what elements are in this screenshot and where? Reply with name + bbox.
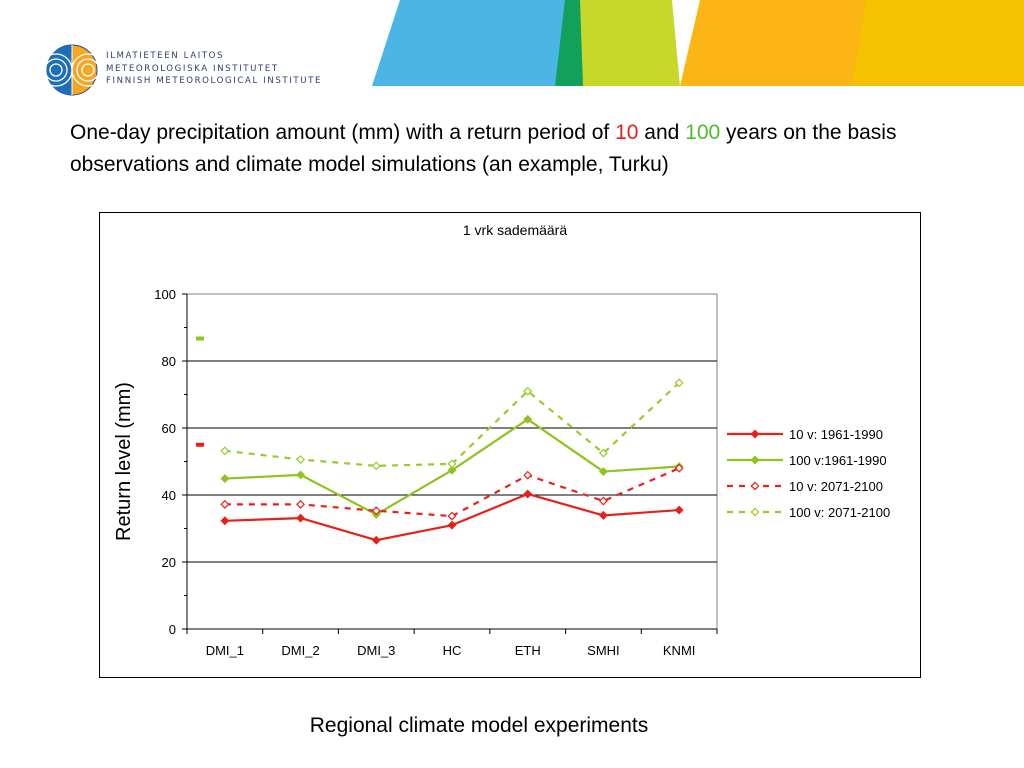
fmi-globe-logo-icon bbox=[46, 44, 98, 96]
title-text-2: and bbox=[638, 121, 686, 144]
x-tick-label: SMHI bbox=[587, 643, 620, 658]
orange-stripe bbox=[852, 0, 1024, 86]
series-1-point bbox=[296, 513, 306, 523]
x-tick-label: ETH bbox=[515, 643, 541, 658]
series-3-point bbox=[371, 506, 381, 516]
series-4-point bbox=[371, 461, 381, 471]
dark-green-stripe bbox=[555, 0, 583, 86]
legend-label-3: 10 v: 2071-2100 bbox=[789, 479, 883, 494]
x-tick-label: DMI_1 bbox=[206, 643, 244, 658]
y-tick-label: 20 bbox=[162, 555, 176, 570]
series-1-point bbox=[447, 520, 457, 530]
series-1-point bbox=[523, 489, 533, 499]
title-text-3: years on the basis observations and clim… bbox=[70, 121, 897, 176]
lime-stripe bbox=[560, 0, 680, 86]
series-2-point bbox=[447, 465, 457, 475]
chart-title: 1 vrk sademäärä bbox=[463, 222, 567, 238]
x-tick-label: DMI_2 bbox=[281, 643, 319, 658]
series-4-point bbox=[523, 386, 533, 396]
series-2-point bbox=[523, 414, 533, 424]
series-3-point bbox=[296, 499, 306, 509]
title-text-1: One-day precipitation amount (mm) with a… bbox=[70, 121, 616, 144]
legend-marker-2 bbox=[750, 455, 760, 465]
x-tick-label: DMI_3 bbox=[357, 643, 395, 658]
organization-name: ILMATIETEEN LAITOS METEOROLOGISKA INSTIT… bbox=[106, 50, 322, 88]
series-2-point bbox=[598, 467, 608, 476]
legend-marker-1 bbox=[750, 429, 760, 439]
y-tick-label: 100 bbox=[154, 287, 176, 302]
y-tick-label: 60 bbox=[162, 421, 176, 436]
series-3-point bbox=[220, 499, 230, 509]
slide-caption: Regional climate model experiments bbox=[309, 714, 649, 737]
legend-label-1: 10 v: 1961-1990 bbox=[789, 427, 883, 442]
series-4-point bbox=[598, 448, 608, 458]
chart-frame: 1 vrk sademäärä 0 20 40 60 80 100 DMI_1 DMI_2 DMI… bbox=[99, 212, 921, 678]
title-highlight-100: 100 bbox=[685, 121, 721, 144]
series-2-point bbox=[296, 470, 306, 480]
slide-title: One-day precipitation amount (mm) with a… bbox=[70, 117, 990, 181]
series-1-point bbox=[220, 516, 230, 526]
return-level-chart: 1 vrk sademäärä 0 20 40 60 80 100 DMI_1 DMI_2 DMI… bbox=[113, 222, 890, 658]
org-line-fi: ILMATIETEEN LAITOS bbox=[106, 51, 225, 61]
series-3-point bbox=[674, 463, 684, 473]
legend-marker-3 bbox=[750, 481, 760, 491]
series-3-point bbox=[523, 470, 533, 480]
y-tick-label: 40 bbox=[162, 488, 176, 503]
header-color-stripes bbox=[372, 0, 1024, 86]
series-1-point bbox=[598, 510, 608, 520]
series-2-point bbox=[220, 474, 230, 484]
x-tick-label: KNMI bbox=[663, 643, 696, 658]
series-1-point bbox=[674, 505, 684, 515]
legend-label-4: 100 v: 2071-2100 bbox=[789, 505, 890, 520]
series-3-point bbox=[598, 496, 608, 506]
series-3-point bbox=[447, 511, 457, 521]
series-1-point bbox=[371, 535, 381, 545]
org-line-sv: METEOROLOGISKA INSTITUTET bbox=[106, 63, 279, 74]
series-4-point bbox=[674, 378, 684, 388]
legend-marker-4 bbox=[750, 507, 760, 517]
y-tick-label: 80 bbox=[162, 354, 176, 369]
title-highlight-10: 10 bbox=[615, 121, 639, 144]
legend-label-2: 100 v:1961-1990 bbox=[789, 453, 887, 468]
x-tick-label: HC bbox=[443, 643, 462, 658]
org-line-en: FINNISH METEOROLOGICAL INSTITUTE bbox=[106, 76, 322, 87]
y-axis-label: Return level (mm) bbox=[113, 382, 135, 541]
blue-stripe bbox=[372, 0, 575, 86]
series-4-point bbox=[447, 459, 457, 469]
series-4-point bbox=[220, 446, 230, 456]
y-tick-label: 0 bbox=[169, 622, 176, 637]
series-4-point bbox=[296, 455, 306, 464]
